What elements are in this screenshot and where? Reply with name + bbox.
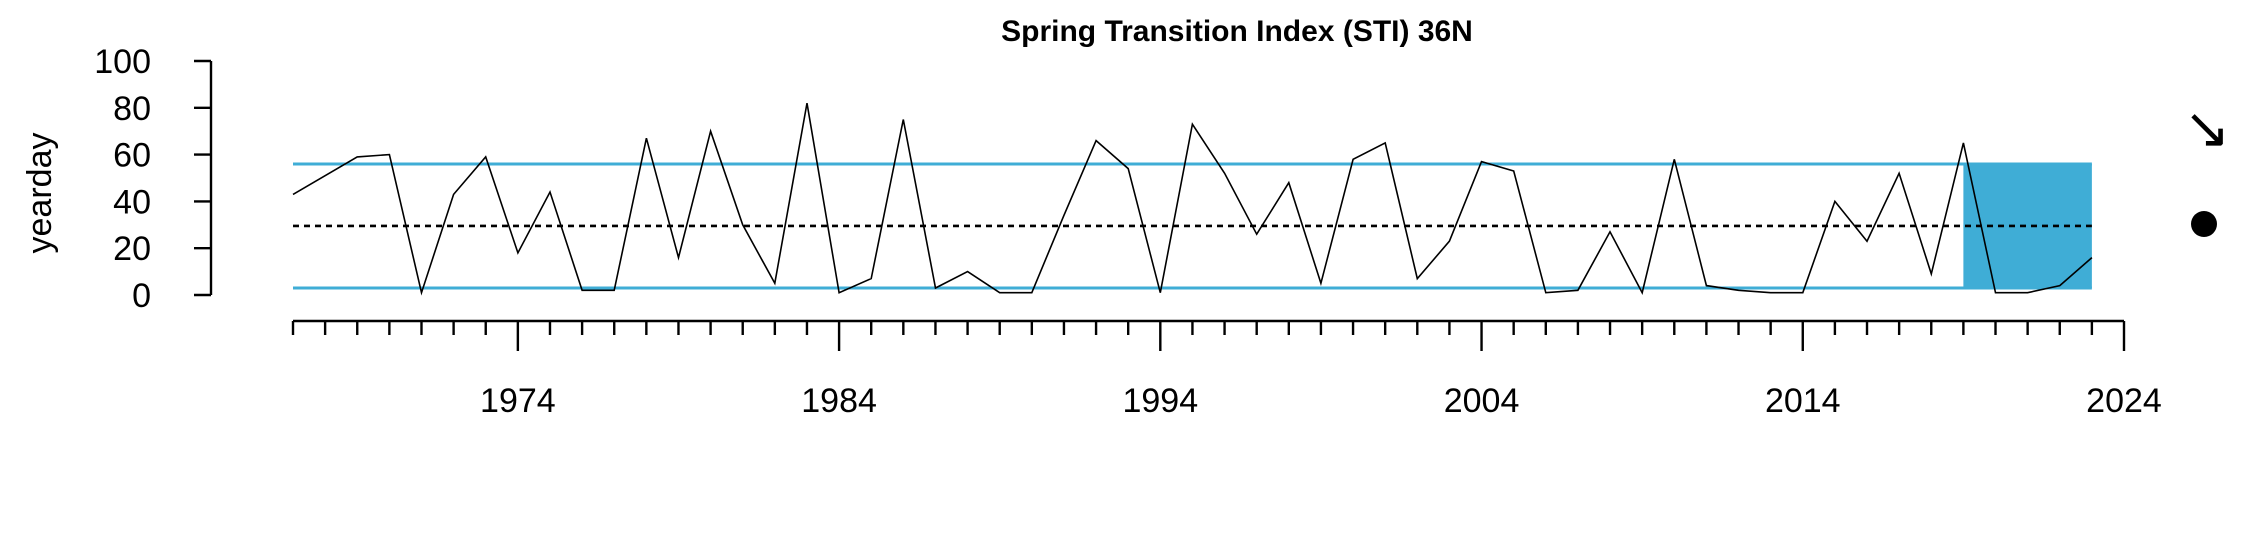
x-tick-label: 1994 — [1122, 382, 1198, 420]
y-tick-label: 40 — [113, 183, 151, 221]
x-axis: 1974 1984 1994 2004 2014 2024 — [291, 319, 2162, 420]
x-tick-label: 2014 — [1765, 382, 1841, 420]
series-line — [292, 102, 2093, 296]
trend-arrow-icon: ↘ — [2184, 96, 2231, 159]
chart-title: Spring Transition Index (STI) 36N — [1001, 15, 1473, 48]
y-tick-label: 100 — [94, 43, 151, 81]
plot-area — [292, 102, 2093, 296]
x-tick-label: 2004 — [1444, 382, 1520, 420]
y-tick-label: 20 — [113, 230, 151, 268]
y-tick-label: 80 — [113, 90, 151, 128]
x-tick-label: 2024 — [2086, 382, 2162, 420]
y-axis: 0 20 40 60 80 100 — [94, 43, 213, 315]
y-tick-label: 60 — [113, 137, 151, 175]
x-tick-label: 1974 — [480, 382, 556, 420]
status-dot-icon — [2191, 211, 2217, 237]
highlight-period-box — [1963, 163, 2092, 288]
y-tick-label: 0 — [132, 277, 151, 315]
y-axis-label: yearday — [21, 133, 59, 254]
x-tick-label: 1984 — [801, 382, 877, 420]
